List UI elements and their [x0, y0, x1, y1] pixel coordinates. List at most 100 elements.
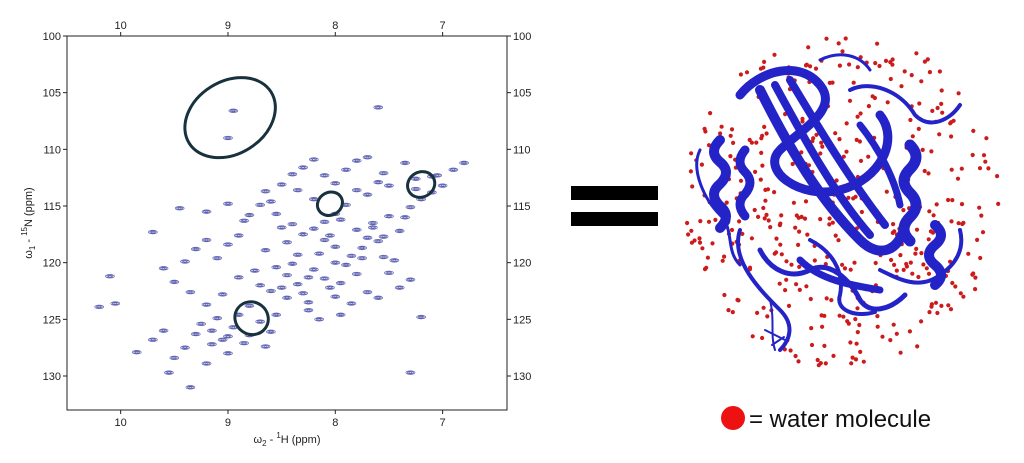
- ribbon-strand: [735, 66, 893, 197]
- peak-contour: [330, 181, 341, 186]
- ribbon-loop: [764, 299, 786, 351]
- water-molecule: [996, 201, 1001, 206]
- water-molecule: [859, 209, 865, 215]
- water-molecule: [928, 229, 934, 234]
- x-tick-label: 7: [440, 417, 446, 429]
- peak: [266, 288, 276, 294]
- water-molecule: [796, 242, 801, 247]
- peak-contour: [353, 188, 361, 192]
- peak-contour: [322, 277, 327, 280]
- peak-contour: [260, 189, 271, 194]
- peak-contour: [274, 313, 279, 316]
- peak-contour: [369, 221, 377, 225]
- peak-contour: [188, 291, 193, 294]
- peak: [362, 155, 373, 160]
- water-molecule: [855, 306, 860, 311]
- water-molecule: [950, 198, 955, 203]
- water-molecule: [875, 41, 880, 46]
- water-molecule: [922, 59, 928, 64]
- peak-contour: [394, 285, 405, 290]
- peak-contour: [374, 239, 382, 243]
- water-molecule: [827, 222, 832, 227]
- peak-contour: [333, 245, 338, 248]
- peak-contour: [408, 371, 413, 374]
- water-molecule: [806, 45, 811, 50]
- water-molecule: [916, 274, 921, 280]
- peak-contour: [258, 203, 263, 206]
- water-molecule: [857, 322, 862, 328]
- water-molecule: [697, 240, 703, 245]
- water-molecule: [797, 264, 802, 269]
- ribbon-loop: [818, 53, 872, 72]
- water-molecule: [844, 121, 849, 126]
- peak-contour: [459, 160, 469, 166]
- peak-contour: [342, 168, 350, 172]
- peak-contour: [407, 371, 414, 375]
- peak: [110, 301, 121, 306]
- water-molecule: [855, 330, 860, 335]
- peak-contour: [196, 321, 206, 327]
- ribbon-loop: [736, 228, 792, 352]
- water-molecule: [824, 296, 829, 301]
- highlight-ellipse: [233, 300, 270, 337]
- peak: [169, 355, 180, 361]
- highlight-ellipse: [315, 190, 344, 217]
- peak-contour: [267, 289, 275, 293]
- peak-contour: [337, 218, 345, 222]
- water-molecule: [986, 166, 991, 171]
- peak: [282, 240, 292, 245]
- peak: [394, 285, 405, 290]
- peak: [308, 267, 319, 272]
- peak: [335, 312, 346, 317]
- peak-contour: [193, 333, 198, 336]
- peak: [314, 317, 325, 322]
- peak-contour: [348, 301, 355, 306]
- peak-contour: [203, 361, 210, 366]
- water-molecule: [738, 178, 744, 183]
- peak-contour: [172, 356, 177, 359]
- peak-contour: [219, 292, 226, 296]
- water-molecule: [823, 361, 828, 366]
- peak: [292, 187, 303, 193]
- water-molecule: [816, 363, 821, 368]
- water-molecule: [762, 216, 767, 221]
- peak-contour: [333, 261, 338, 264]
- water-molecule: [956, 91, 961, 96]
- peak: [244, 212, 255, 218]
- peak-contour: [376, 240, 381, 243]
- peak-contour: [215, 317, 220, 320]
- water-molecule: [837, 313, 842, 318]
- water-molecule: [875, 324, 880, 329]
- water-molecule: [794, 282, 799, 287]
- water-molecule: [907, 329, 913, 334]
- peak-contour: [294, 253, 302, 257]
- peak-contour: [333, 295, 338, 298]
- peak-contour: [110, 301, 121, 306]
- highlight-ellipses: [183, 76, 437, 337]
- peak-contour: [213, 256, 221, 260]
- peak: [190, 246, 201, 252]
- peak: [255, 319, 266, 324]
- peak: [228, 108, 239, 113]
- water-molecule: [937, 69, 943, 74]
- water-molecule: [841, 154, 846, 159]
- water-molecule: [758, 177, 763, 182]
- water-molecule: [797, 287, 802, 292]
- water-molecule: [975, 237, 980, 242]
- peak-contour: [223, 201, 233, 206]
- peak: [298, 232, 308, 237]
- water-molecule: [894, 331, 899, 336]
- peak-contour: [348, 254, 355, 258]
- water-molecule: [948, 307, 954, 312]
- peak-contour: [262, 344, 269, 349]
- water-molecule: [959, 166, 964, 171]
- peak-contour: [239, 340, 249, 346]
- water-molecule: [892, 262, 897, 267]
- water-molecule: [979, 213, 984, 218]
- peak-contour: [351, 158, 362, 163]
- x-axis-label: ω2 - 1H (ppm): [253, 431, 320, 448]
- water-molecule: [861, 359, 866, 364]
- water-molecule: [761, 205, 766, 211]
- peak: [341, 262, 351, 268]
